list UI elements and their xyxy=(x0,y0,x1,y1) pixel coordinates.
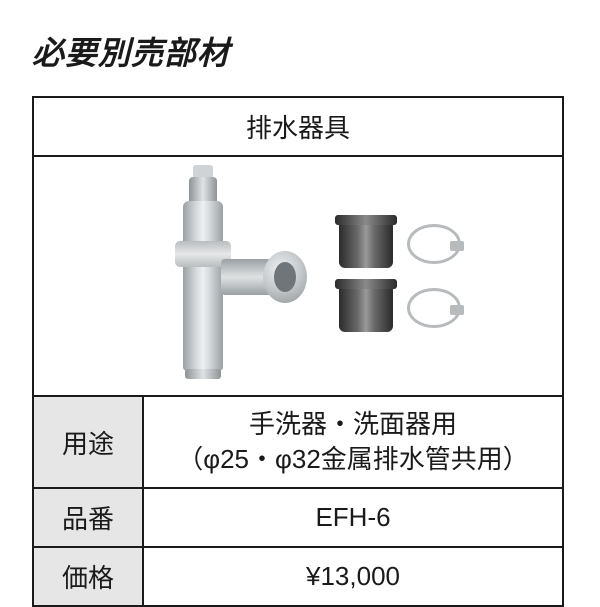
table-header: 排水器具 xyxy=(33,97,563,156)
row-label-usage: 用途 xyxy=(33,396,143,488)
hose-clamp-icon xyxy=(407,288,461,328)
table-row xyxy=(33,156,563,396)
hose-clamp-icon xyxy=(407,224,461,264)
drain-fitting-illustration xyxy=(40,167,556,385)
usage-value: 手洗器・洗面器用 （φ25・φ32金属排水管共用） xyxy=(143,396,563,488)
table-row: 用途 手洗器・洗面器用 （φ25・φ32金属排水管共用） xyxy=(33,396,563,488)
row-label-price: 価格 xyxy=(33,547,143,606)
part-number-value: EFH-6 xyxy=(143,488,563,547)
usage-line2: （φ25・φ32金属排水管共用） xyxy=(150,442,556,477)
table-row: 価格 ¥13,000 xyxy=(33,547,563,606)
bushing-icon xyxy=(339,220,393,268)
table-row: 品番 EFH-6 xyxy=(33,488,563,547)
spec-table: 排水器具 xyxy=(32,96,564,607)
product-image-cell xyxy=(33,156,563,396)
table-row: 排水器具 xyxy=(33,97,563,156)
section-title: 必要別売部材 xyxy=(32,28,568,74)
usage-line1: 手洗器・洗面器用 xyxy=(150,407,556,442)
bushing-icon xyxy=(339,284,393,332)
row-label-partnumber: 品番 xyxy=(33,488,143,547)
price-value: ¥13,000 xyxy=(143,547,563,606)
drain-valve-icon xyxy=(135,171,315,381)
fittings-group xyxy=(339,220,461,332)
